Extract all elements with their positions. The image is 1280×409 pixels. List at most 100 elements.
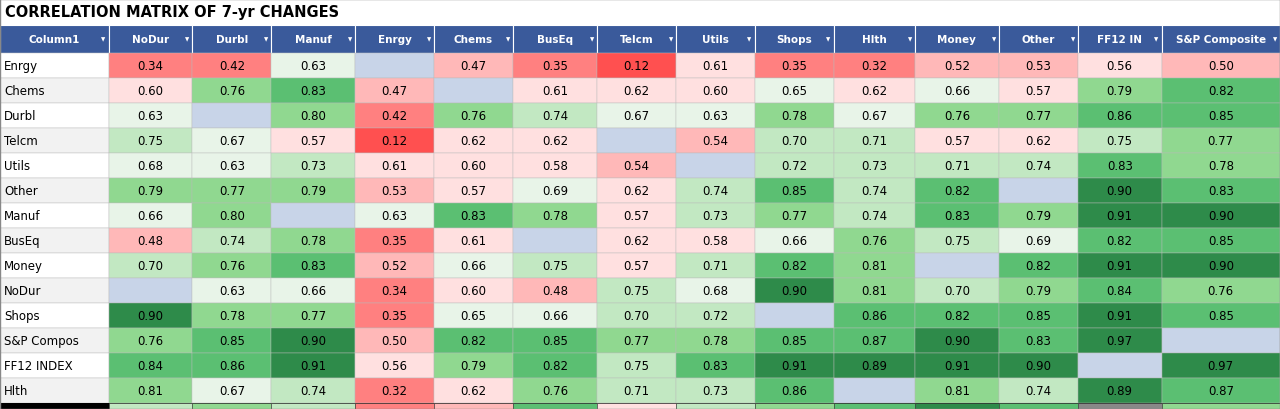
- Text: 0.91: 0.91: [943, 359, 970, 372]
- Text: Telcm: Telcm: [620, 35, 653, 45]
- Bar: [109, 104, 192, 129]
- Text: 0.74: 0.74: [541, 110, 568, 123]
- Text: 0.78: 0.78: [781, 110, 808, 123]
- Text: 0.63: 0.63: [703, 110, 728, 123]
- Bar: [192, 353, 271, 378]
- Text: 0.77: 0.77: [1025, 110, 1051, 123]
- Text: Money: Money: [4, 259, 44, 272]
- Text: 0.50: 0.50: [381, 334, 407, 347]
- Bar: [1078, 378, 1162, 403]
- Text: 0.86: 0.86: [781, 384, 808, 397]
- Bar: [0, 129, 109, 154]
- Text: 0.78: 0.78: [541, 209, 568, 222]
- Text: NoDur: NoDur: [4, 284, 41, 297]
- Bar: [596, 303, 676, 328]
- Bar: [1078, 179, 1162, 204]
- Text: CORRELATION MATRIX OF 7-yr CHANGES: CORRELATION MATRIX OF 7-yr CHANGES: [5, 5, 339, 20]
- Text: 0.73: 0.73: [703, 384, 728, 397]
- Bar: [355, 129, 434, 154]
- Bar: [915, 26, 998, 54]
- Bar: [596, 278, 676, 303]
- Bar: [833, 79, 915, 104]
- Text: 0.12: 0.12: [623, 60, 649, 73]
- Bar: [192, 54, 271, 79]
- Bar: [513, 129, 596, 154]
- Bar: [109, 254, 192, 278]
- Bar: [355, 154, 434, 179]
- Bar: [192, 26, 271, 54]
- Text: 0.76: 0.76: [219, 259, 244, 272]
- Text: 0.57: 0.57: [623, 209, 649, 222]
- Bar: [755, 179, 833, 204]
- Text: 0.82: 0.82: [1025, 259, 1051, 272]
- Text: 0.12: 0.12: [381, 135, 407, 148]
- Text: 0.69: 0.69: [541, 184, 568, 198]
- Text: BusEq: BusEq: [536, 35, 573, 45]
- Text: 0.35: 0.35: [541, 60, 568, 73]
- Bar: [434, 204, 513, 229]
- Bar: [915, 403, 998, 409]
- Bar: [355, 26, 434, 54]
- Text: Hlth: Hlth: [4, 384, 28, 397]
- Bar: [192, 278, 271, 303]
- Bar: [1162, 328, 1280, 353]
- Bar: [0, 278, 109, 303]
- Bar: [513, 254, 596, 278]
- Bar: [434, 254, 513, 278]
- Text: 0.82: 0.82: [943, 184, 970, 198]
- Text: Telcm: Telcm: [4, 135, 37, 148]
- Bar: [355, 353, 434, 378]
- Text: 0.79: 0.79: [1025, 209, 1051, 222]
- Bar: [596, 353, 676, 378]
- Bar: [755, 378, 833, 403]
- Bar: [513, 328, 596, 353]
- Bar: [998, 129, 1078, 154]
- Text: 0.63: 0.63: [137, 110, 164, 123]
- Text: ▼: ▼: [748, 37, 751, 43]
- Bar: [271, 129, 355, 154]
- Bar: [513, 179, 596, 204]
- Text: 0.66: 0.66: [943, 85, 970, 98]
- Bar: [192, 204, 271, 229]
- Bar: [434, 79, 513, 104]
- Bar: [1078, 328, 1162, 353]
- Text: 0.70: 0.70: [623, 309, 649, 322]
- Bar: [1078, 54, 1162, 79]
- Text: 0.56: 0.56: [1107, 60, 1133, 73]
- Text: 0.87: 0.87: [861, 334, 887, 347]
- Text: 0.75: 0.75: [943, 234, 970, 247]
- Bar: [755, 403, 833, 409]
- Bar: [998, 54, 1078, 79]
- Bar: [513, 353, 596, 378]
- Bar: [513, 303, 596, 328]
- Bar: [0, 79, 109, 104]
- Bar: [1078, 278, 1162, 303]
- Bar: [192, 254, 271, 278]
- Text: Column1: Column1: [28, 35, 79, 45]
- Bar: [109, 328, 192, 353]
- Text: 0.85: 0.85: [1208, 234, 1234, 247]
- Text: 0.89: 0.89: [1107, 384, 1133, 397]
- Bar: [676, 378, 755, 403]
- Bar: [192, 79, 271, 104]
- Bar: [1162, 179, 1280, 204]
- Bar: [0, 229, 109, 254]
- Bar: [833, 204, 915, 229]
- Bar: [755, 129, 833, 154]
- Text: 0.42: 0.42: [381, 110, 407, 123]
- Bar: [998, 328, 1078, 353]
- Bar: [755, 204, 833, 229]
- Text: 0.79: 0.79: [461, 359, 486, 372]
- Bar: [1078, 229, 1162, 254]
- Text: 0.74: 0.74: [1025, 384, 1051, 397]
- Text: 0.66: 0.66: [541, 309, 568, 322]
- Text: NoDur: NoDur: [132, 35, 169, 45]
- Bar: [915, 104, 998, 129]
- Bar: [755, 26, 833, 54]
- Bar: [0, 328, 109, 353]
- Text: 0.35: 0.35: [781, 60, 808, 73]
- Bar: [192, 378, 271, 403]
- Text: 0.97: 0.97: [1208, 359, 1234, 372]
- Text: 0.91: 0.91: [1107, 309, 1133, 322]
- Bar: [1162, 26, 1280, 54]
